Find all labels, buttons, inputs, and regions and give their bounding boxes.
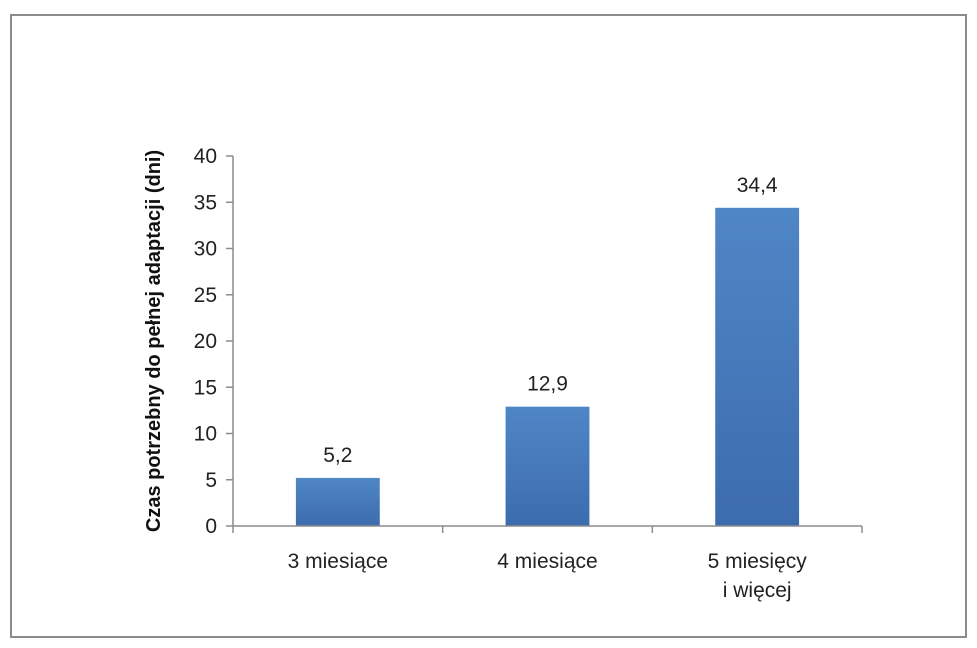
bar — [505, 406, 590, 526]
data-label: 34,4 — [737, 174, 778, 197]
x-category-label: 3 miesiące — [288, 550, 388, 573]
y-axis-label: Czas potrzebny do pełnej adaptacji (dni) — [143, 150, 165, 532]
x-category-label: i więcej — [723, 579, 792, 602]
y-tick-label: 35 — [194, 191, 217, 214]
chart-frame — [10, 14, 967, 638]
data-label: 12,9 — [527, 373, 568, 396]
y-tick-label: 10 — [194, 423, 217, 446]
y-tick-label: 40 — [194, 145, 217, 168]
y-tick-label: 15 — [194, 376, 217, 399]
y-tick-label: 25 — [194, 284, 217, 307]
y-tick-label: 30 — [194, 238, 217, 261]
bar — [295, 477, 380, 526]
bar — [715, 207, 800, 527]
y-tick-label: 5 — [205, 469, 217, 492]
data-label: 5,2 — [323, 444, 352, 467]
y-tick-label: 0 — [205, 515, 217, 538]
x-category-label: 5 miesięcy — [708, 550, 808, 573]
y-tick-label: 20 — [194, 330, 217, 353]
x-category-label: 4 miesiące — [497, 550, 597, 573]
